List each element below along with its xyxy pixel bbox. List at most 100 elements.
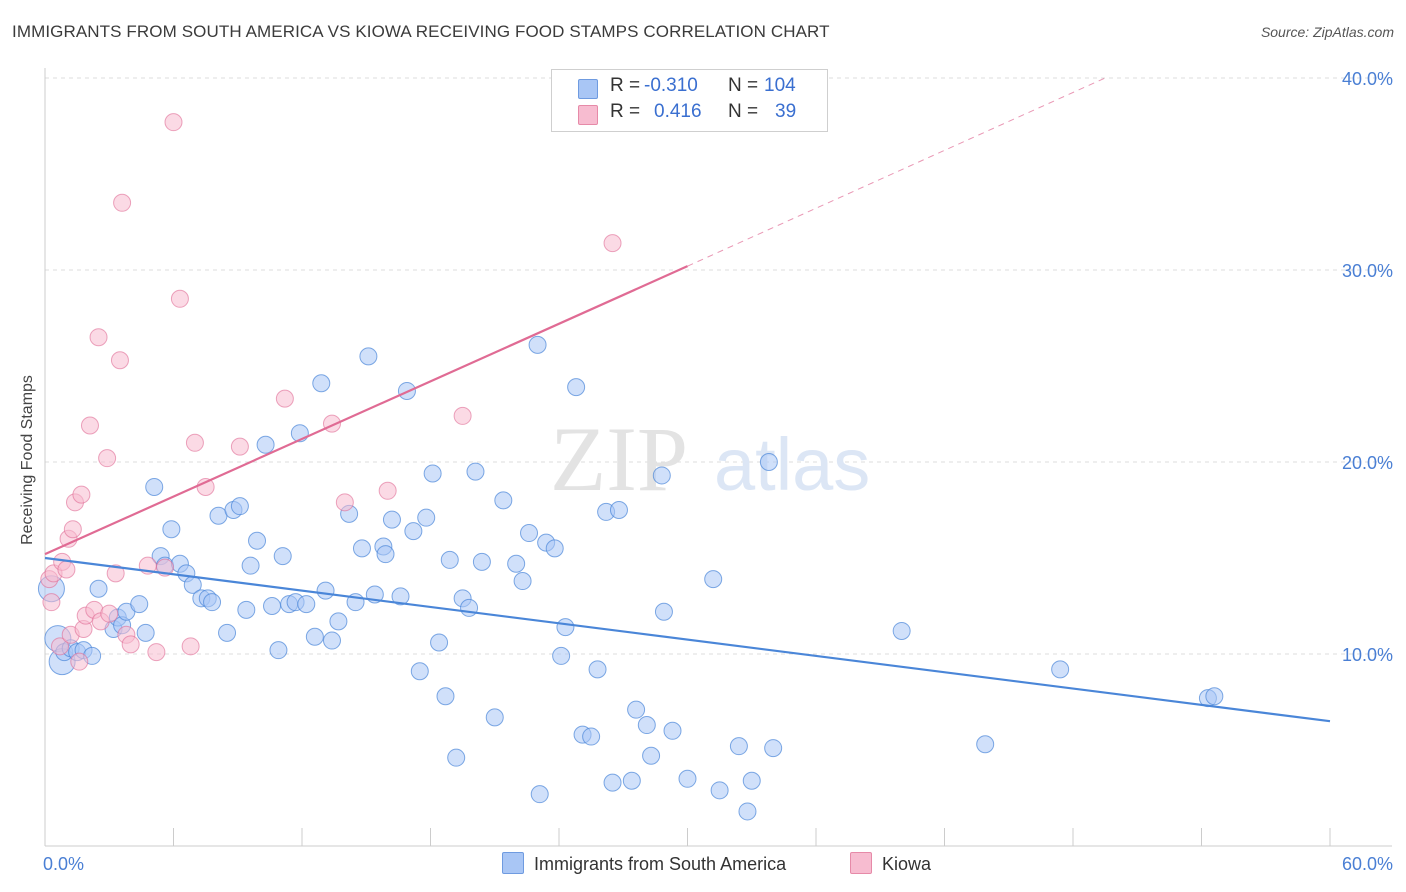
legend-n-value: 39 [775,101,797,122]
correlation-legend: R = -0.310 N = 104 R = 0.416 N = 39 [551,69,828,132]
data-point-kiowa [230,437,249,456]
trend-line-immigrants [44,556,1331,723]
watermark-zip: ZIP [550,408,688,510]
data-point-immigrants [273,547,292,566]
data-point-immigrants [391,587,410,606]
data-point-immigrants [663,721,682,740]
tick-labels: 10.0% 20.0% 30.0% 40.0% 0.0% 60.0% [43,69,1393,874]
legend-row-immigrants: R = -0.310 N = 104 [552,75,827,101]
data-point-immigrants [507,554,526,573]
data-point-immigrants [588,660,607,679]
data-point-immigrants [203,593,222,612]
data-point-immigrants [352,539,371,558]
data-point-immigrants [556,618,575,637]
data-point-kiowa [89,328,108,347]
bottom-legend-immigrants: Immigrants from South America [502,852,786,875]
data-point-immigrants [603,773,622,792]
legend-n-label: N = [728,101,759,122]
data-point-kiowa [42,593,61,612]
data-point-immigrants [359,347,378,366]
data-point-immigrants [440,550,459,569]
data-point-immigrants [423,464,442,483]
data-point-immigrants [460,598,479,617]
source-note: Source: ZipAtlas.com [1260,24,1394,40]
data-point-immigrants [764,739,783,758]
data-point-kiowa [100,604,119,623]
data-point-immigrants [237,600,256,619]
legend-r-value: -0.310 [644,75,698,96]
data-point-kiowa [453,406,472,425]
data-point-immigrants [382,510,401,529]
data-point-immigrants [209,506,228,525]
data-point-immigrants [759,453,778,471]
data-point-kiowa [185,433,204,452]
data-point-kiowa [164,113,183,132]
legend-r-label: R = [610,101,641,122]
data-point-immigrants [654,602,673,621]
data-point-kiowa [80,416,99,435]
data-point-kiowa [106,564,125,583]
data-point-kiowa [170,289,189,308]
chart-title: IMMIGRANTS FROM SOUTH AMERICA VS KIOWA R… [12,22,830,41]
data-point-immigrants [704,570,723,589]
data-point-immigrants [162,520,181,539]
data-point-immigrants [316,581,335,600]
data-point-immigrants [729,737,748,756]
data-point-immigrants [976,735,995,754]
data-point-immigrants [136,623,155,642]
bottom-legend-swatch-immigrants [502,852,524,874]
axes [44,68,1392,847]
data-point-immigrants [642,746,661,765]
legend-r-label: R = [610,75,641,96]
data-point-kiowa [378,481,397,500]
data-point-immigrants [738,802,757,821]
data-point-immigrants [305,627,324,646]
data-point-immigrants [622,771,641,790]
data-point-immigrants [545,539,564,558]
data-point-immigrants [404,522,423,541]
data-point-immigrants [652,466,671,485]
data-point-immigrants [145,477,164,496]
data-point-kiowa [181,637,200,656]
legend-row-kiowa: R = 0.416 N = 39 [552,101,827,127]
y-axis-label: Receiving Food Stamps [19,375,36,545]
series-immigrants-points [37,335,1224,821]
data-point-immigrants [1205,687,1224,706]
legend-r-value: 0.416 [654,101,702,122]
x-tick-label: 0.0% [43,854,84,874]
data-point-immigrants [609,501,628,519]
legend-swatch-kiowa [578,105,598,125]
data-point-immigrants [710,781,729,800]
data-point-immigrants [485,708,504,727]
data-point-immigrants [552,646,571,665]
data-point-immigrants [627,700,646,719]
bottom-legend-kiowa: Kiowa [850,852,931,875]
data-point-immigrants [447,748,466,767]
data-point-kiowa [98,449,117,468]
data-point-immigrants [89,579,108,598]
data-point-immigrants [248,531,267,550]
grid [45,77,1392,655]
data-point-immigrants [241,556,260,575]
bottom-legend-swatch-kiowa [850,852,872,874]
y-tick-label: 10.0% [1342,645,1393,665]
data-point-immigrants [742,771,761,790]
data-point-immigrants [637,716,656,735]
data-point-immigrants [567,378,586,397]
bottom-legend-label-kiowa: Kiowa [882,854,932,874]
data-point-immigrants [256,435,275,454]
data-point-immigrants [417,508,436,527]
data-point-immigrants [466,462,485,481]
data-point-immigrants [322,631,341,650]
data-point-immigrants [263,597,282,615]
data-point-immigrants [410,662,429,681]
data-point-immigrants [678,769,697,788]
data-point-kiowa [63,520,82,539]
data-point-immigrants [513,572,532,591]
data-point-immigrants [472,552,491,571]
data-point-immigrants [312,374,331,393]
data-point-kiowa [335,493,354,512]
data-point-kiowa [147,643,166,662]
data-point-kiowa [121,635,140,654]
data-point-kiowa [110,351,129,370]
